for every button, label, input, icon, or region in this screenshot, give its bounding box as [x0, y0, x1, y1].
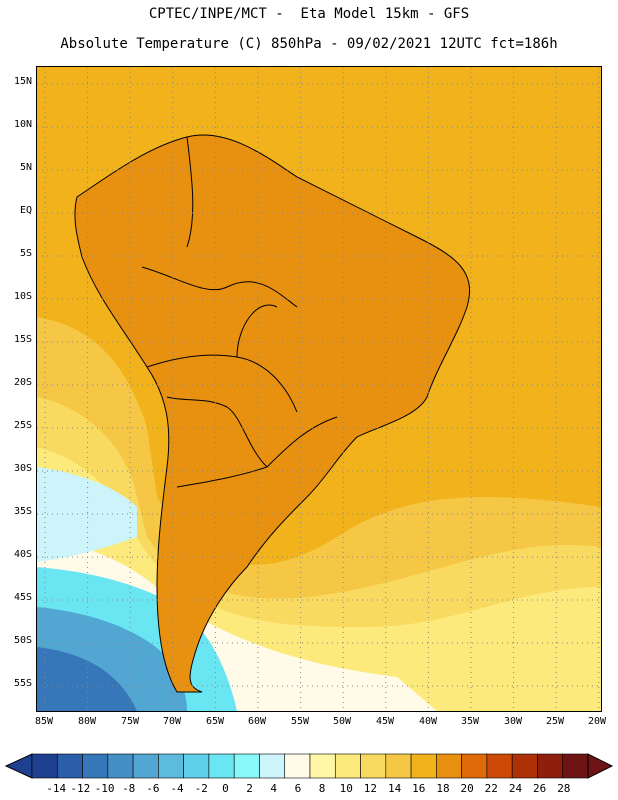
colorbar-label: -14 [46, 782, 67, 795]
lat-label-10s: 10S [13, 291, 32, 302]
colorbar-label: -8 [122, 782, 136, 795]
colorbar-max-arrow [587, 753, 614, 779]
country-borders [74, 134, 471, 693]
lat-label-15n: 15N [13, 76, 32, 87]
colorbar-label: 16 [412, 782, 426, 795]
lon-label-80w: 80W [77, 716, 97, 727]
lon-label-55w: 55W [290, 716, 310, 727]
colorbar-swatch [537, 753, 564, 779]
colorbar-swatch [334, 753, 361, 779]
temperature-map[interactable] [36, 66, 602, 712]
graticule [37, 67, 601, 711]
lat-label-10n: 10N [13, 119, 32, 130]
lon-label-75w: 75W [120, 716, 140, 727]
colorbar-label: -12 [70, 782, 91, 795]
colorbar-swatch [309, 753, 336, 779]
lon-label-85w: 85W [34, 716, 54, 727]
colorbar-label: 26 [533, 782, 547, 795]
land-hot-interior [104, 198, 396, 399]
lat-label-45s: 45S [13, 592, 32, 603]
lon-label-30w: 30W [503, 716, 523, 727]
lat-label-40s: 40S [13, 549, 32, 560]
colorbar-swatch [461, 753, 488, 779]
colorbar-label: 2 [246, 782, 253, 795]
colorbar-swatch [385, 753, 412, 779]
colorbar-label: 24 [508, 782, 523, 795]
lat-label-30s: 30S [13, 463, 32, 474]
lat-label-5n: 5N [19, 162, 32, 173]
colorbar-label: 12 [363, 782, 378, 795]
colorbar-swatch [82, 753, 109, 779]
colorbar-swatch [158, 753, 184, 779]
colorbar-label: 20 [460, 782, 474, 795]
colorbar-label: 8 [318, 782, 326, 795]
temperature-colorbar [4, 753, 614, 779]
colorbar-label: 6 [294, 782, 302, 795]
cold-field-deep [37, 647, 137, 711]
colorbar-label: 4 [270, 782, 278, 795]
colorbar-swatch [284, 753, 311, 779]
colorbar-swatch [132, 753, 159, 779]
land-hot-south [175, 423, 260, 528]
colorbar-swatch [562, 753, 589, 779]
colorbar-swatch [56, 753, 83, 779]
colorbar-swatch [259, 753, 286, 779]
colorbar-label: -4 [170, 782, 184, 795]
lon-label-35w: 35W [460, 716, 480, 727]
colorbar-label: -6 [146, 782, 160, 795]
lon-label-25w: 25W [545, 716, 565, 727]
colorbar-swatch [107, 753, 134, 779]
map-canvas [37, 67, 601, 711]
colorbar-label: 0 [222, 782, 229, 795]
map-title-line-2: Absolute Temperature (C) 850hPa - 09/02/… [60, 36, 558, 52]
colorbar-label: 28 [557, 782, 571, 795]
colorbar-label: 18 [436, 782, 450, 795]
colorbar-swatch [31, 753, 58, 779]
colorbar-label: 14 [387, 782, 402, 795]
lon-label-65w: 65W [205, 716, 225, 727]
colorbar-min-arrow [4, 753, 33, 779]
colorbar-swatch [208, 753, 235, 779]
colorbar-swatch [511, 753, 538, 779]
lat-label-20s: 20S [13, 377, 32, 388]
lat-label-15s: 15S [13, 334, 32, 345]
colorbar-swatch [436, 753, 462, 779]
colorbar-swatch [486, 753, 513, 779]
lon-label-70w: 70W [162, 716, 182, 727]
lat-label-55s: 55S [13, 678, 32, 689]
colorbar-swatch [233, 753, 260, 779]
lon-label-40w: 40W [418, 716, 438, 727]
colorbar-swatch [183, 753, 210, 779]
lon-label-60w: 60W [247, 716, 267, 727]
lat-label-25s: 25S [13, 420, 32, 431]
lat-label-eq: EQ [19, 205, 32, 216]
colorbar-label: -10 [94, 782, 115, 795]
colorbar-swatch [360, 753, 387, 779]
lat-label-5s: 5S [19, 248, 32, 259]
colorbar-swatch [410, 753, 437, 779]
lon-label-20w: 20W [587, 716, 607, 727]
lon-label-50w: 50W [332, 716, 352, 727]
lat-label-50s: 50S [13, 635, 32, 646]
colorbar-label: -2 [194, 782, 208, 795]
colorbar-label: 22 [484, 782, 498, 795]
lon-label-45w: 45W [375, 716, 395, 727]
map-title-line-1: CPTEC/INPE/MCT - Eta Model 15km - GFS [148, 6, 470, 22]
colorbar-label: 10 [339, 782, 353, 795]
lat-label-35s: 35S [13, 506, 32, 517]
